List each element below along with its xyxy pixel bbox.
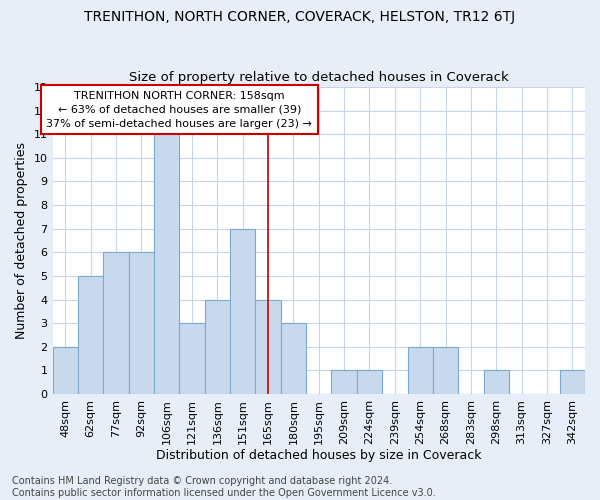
Bar	[103, 252, 128, 394]
Bar	[484, 370, 509, 394]
Bar	[281, 323, 306, 394]
Bar	[230, 228, 256, 394]
Bar	[128, 252, 154, 394]
Bar	[433, 346, 458, 394]
Bar	[407, 346, 433, 394]
Bar	[53, 346, 78, 394]
Bar	[154, 134, 179, 394]
Bar	[179, 323, 205, 394]
Bar	[560, 370, 585, 394]
Text: TRENITHON, NORTH CORNER, COVERACK, HELSTON, TR12 6TJ: TRENITHON, NORTH CORNER, COVERACK, HELST…	[85, 10, 515, 24]
Bar	[357, 370, 382, 394]
Y-axis label: Number of detached properties: Number of detached properties	[15, 142, 28, 339]
Text: TRENITHON NORTH CORNER: 158sqm
← 63% of detached houses are smaller (39)
37% of : TRENITHON NORTH CORNER: 158sqm ← 63% of …	[46, 90, 312, 128]
Title: Size of property relative to detached houses in Coverack: Size of property relative to detached ho…	[129, 72, 509, 85]
X-axis label: Distribution of detached houses by size in Coverack: Distribution of detached houses by size …	[156, 450, 482, 462]
Bar	[256, 300, 281, 394]
Bar	[78, 276, 103, 394]
Text: Contains HM Land Registry data © Crown copyright and database right 2024.
Contai: Contains HM Land Registry data © Crown c…	[12, 476, 436, 498]
Bar	[205, 300, 230, 394]
Bar	[331, 370, 357, 394]
